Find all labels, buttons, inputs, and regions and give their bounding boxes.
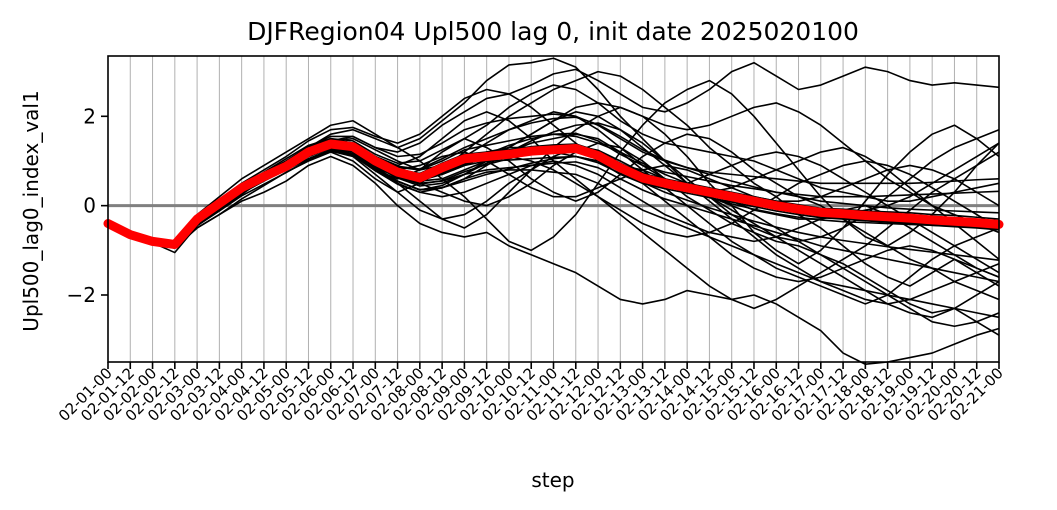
chart-title: DJFRegion04 Upl500 lag 0, init date 2025… <box>247 17 859 46</box>
grid-lines <box>107 56 1000 362</box>
y-tick-label: 0 <box>83 194 96 218</box>
ensemble-series <box>103 57 1004 366</box>
x-axis-label: step <box>531 468 574 492</box>
member-line <box>107 155 1000 366</box>
y-tick-label: −2 <box>67 283 96 307</box>
member-line <box>107 146 1000 283</box>
axes: −20202-01-0002-01-1202-02-0002-02-1202-0… <box>55 55 1007 425</box>
y-tick-label: 2 <box>83 104 96 128</box>
y-axis-label: Upl500_lag0_index_val1 <box>19 90 43 331</box>
ensemble-mean-line <box>103 139 1004 250</box>
member-line <box>107 79 1000 252</box>
